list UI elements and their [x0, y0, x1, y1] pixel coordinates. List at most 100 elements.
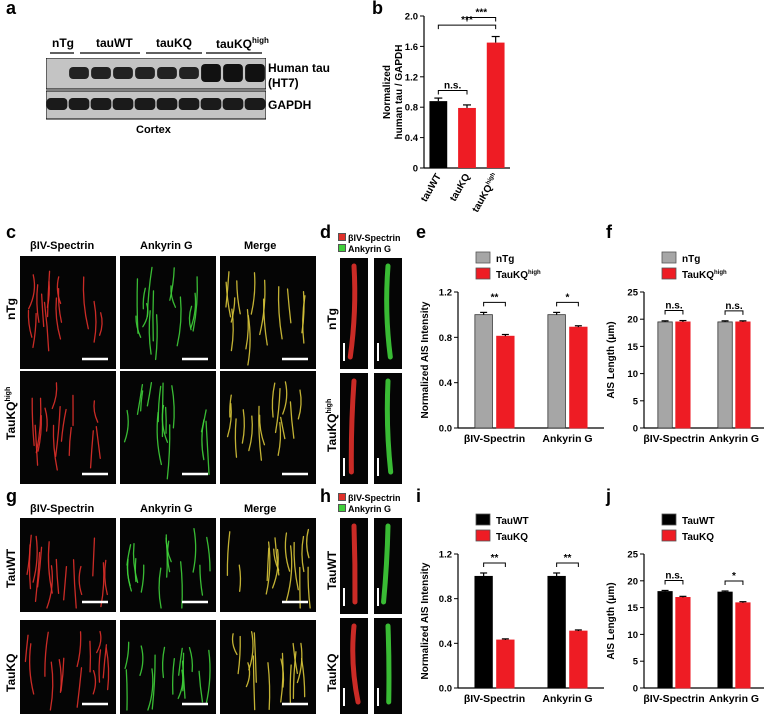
axon-initial-segment: [151, 654, 156, 710]
axon-initial-segment: [188, 647, 194, 673]
c-col-ankyrin: Ankyrin G: [140, 240, 193, 252]
blot-band1-label-line2: (HT7): [268, 76, 299, 90]
blot-band-tau: [223, 64, 243, 82]
axon-initial-segment: [152, 290, 155, 342]
axon-initial-segment: [293, 541, 299, 591]
panel-letter-i: i: [416, 486, 422, 506]
d-row-taukq-high: TauKQhigh: [325, 398, 339, 452]
axon-initial-segment: [93, 300, 97, 343]
axon-initial-segment: [146, 381, 153, 407]
d-legend-spectrin: βIV-Spectrin: [338, 233, 401, 243]
blot-group-taukq-high: tauKQhigh: [216, 36, 269, 51]
axon-initial-segment: [225, 271, 230, 308]
axon-initial-segment: [289, 664, 292, 704]
axon-initial-segment: [258, 405, 263, 461]
axon-initial-segment: [381, 523, 391, 605]
y-tick-label: 25: [627, 288, 638, 299]
axon-initial-segment: [76, 667, 83, 708]
axon-initial-segment: [32, 535, 38, 583]
y-axis-label: Normalized AIS Intensity: [420, 301, 431, 418]
x-tick-label: Ankyrin G: [709, 693, 759, 705]
axon-initial-segment: [124, 641, 130, 670]
axon-initial-segment: [56, 276, 62, 305]
axon-initial-segment: [230, 297, 236, 323]
h-legend-ankyrin: Ankyrin G: [338, 504, 391, 514]
axon-initial-segment: [136, 278, 139, 334]
bar: [675, 597, 691, 689]
axon-initial-segment: [93, 400, 99, 423]
d-legend-ankyrin: Ankyrin G: [338, 244, 391, 254]
blot-group-taukq: tauKQ: [156, 36, 192, 50]
g-row-tauwt: TauWT: [4, 548, 18, 588]
axon-initial-segment: [57, 288, 63, 323]
legend-swatch: [661, 251, 677, 264]
x-tick-label: βIV-Spectrin: [464, 433, 525, 445]
significance-label: *: [566, 292, 570, 303]
bar: [675, 321, 691, 429]
axon-initial-segment: [27, 274, 36, 310]
significance-bracket: [664, 579, 684, 585]
y-tick-label: 0.0: [439, 424, 452, 435]
axon-initial-segment: [277, 421, 282, 456]
axon-initial-segment: [262, 298, 268, 346]
axon-initial-segment: [245, 662, 251, 688]
chart-i: 0.0 0.4 0.8 1.2 Normalized AIS Intensity TauW…: [420, 513, 604, 705]
x-tick-label: tauKQhigh: [470, 172, 501, 215]
axon-initial-segment: [161, 646, 166, 679]
axon-initial-segment: [286, 288, 292, 324]
axon-initial-segment: [146, 266, 153, 318]
c-row-taukq-high: TauKQhigh: [4, 386, 18, 440]
significance-bracket: [437, 89, 468, 95]
axon-initial-segment: [92, 537, 96, 577]
legend-label: nTg: [496, 254, 514, 265]
legend-swatch: [475, 251, 491, 264]
g-col-ankyrin: Ankyrin G: [140, 503, 193, 515]
axon-initial-segment: [248, 415, 253, 452]
axon-initial-segment: [200, 409, 207, 433]
axon-initial-segment: [164, 406, 167, 434]
blot-band-tau: [113, 67, 133, 79]
significance-bracket-label: ***: [461, 15, 473, 26]
axon-initial-segment: [199, 564, 204, 596]
axon-initial-segment: [27, 309, 33, 338]
y-tick-label: 1.2: [405, 72, 418, 83]
chart-b: 0 0.4 0.8 1.2 1.6 2.0 Normalized human tau / GA…: [382, 8, 510, 215]
microscopy-grid-h: [340, 518, 402, 714]
axon-initial-segment: [297, 389, 302, 420]
significance-bracket: [556, 301, 579, 307]
bar: [496, 639, 515, 689]
y-tick-label: 0.4: [439, 639, 453, 650]
significance-bracket: [556, 562, 579, 567]
h-row-taukq: TauKQ: [325, 653, 339, 692]
axon-initial-segment: [225, 281, 232, 318]
bar: [547, 575, 566, 689]
axon-initial-segment: [102, 644, 108, 679]
axon-initial-segment: [280, 658, 285, 688]
axon-initial-segment: [46, 270, 51, 318]
axon-initial-segment: [32, 312, 37, 349]
axon-initial-segment: [188, 305, 193, 331]
c-col-spectrin: βIV-Spectrin: [30, 240, 95, 252]
chart-j: 0 5 10 15 20 25 AIS Length (μm) TauWT TauKQ βIV-S…: [606, 513, 764, 705]
axon-initial-segment: [245, 308, 249, 350]
axon-initial-segment: [280, 416, 286, 440]
axon-initial-segment: [139, 390, 144, 412]
micrograph-tile: [20, 518, 116, 612]
axon-initial-segment: [259, 279, 266, 336]
y-tick-label: 15: [627, 342, 638, 353]
blot-band-tau: [69, 67, 89, 79]
axon-initial-segment: [205, 649, 211, 705]
axon-initial-segment: [132, 543, 139, 584]
significance-bracket: [664, 310, 684, 315]
axon-initial-segment: [78, 565, 83, 596]
panel-letter-g: g: [6, 486, 17, 506]
axon-initial-segment: [176, 296, 182, 347]
g-row-taukq: TauKQ: [4, 653, 18, 692]
microscopy-grid-c: [20, 256, 316, 484]
blot-group-tauwt: tauWT: [96, 36, 133, 50]
micrograph-tile: [120, 620, 216, 714]
significance-bracket-label: ***: [475, 8, 487, 19]
axon-initial-segment: [205, 420, 210, 475]
panel-letter-e: e: [416, 222, 427, 242]
y-tick-label: 20: [627, 315, 638, 326]
